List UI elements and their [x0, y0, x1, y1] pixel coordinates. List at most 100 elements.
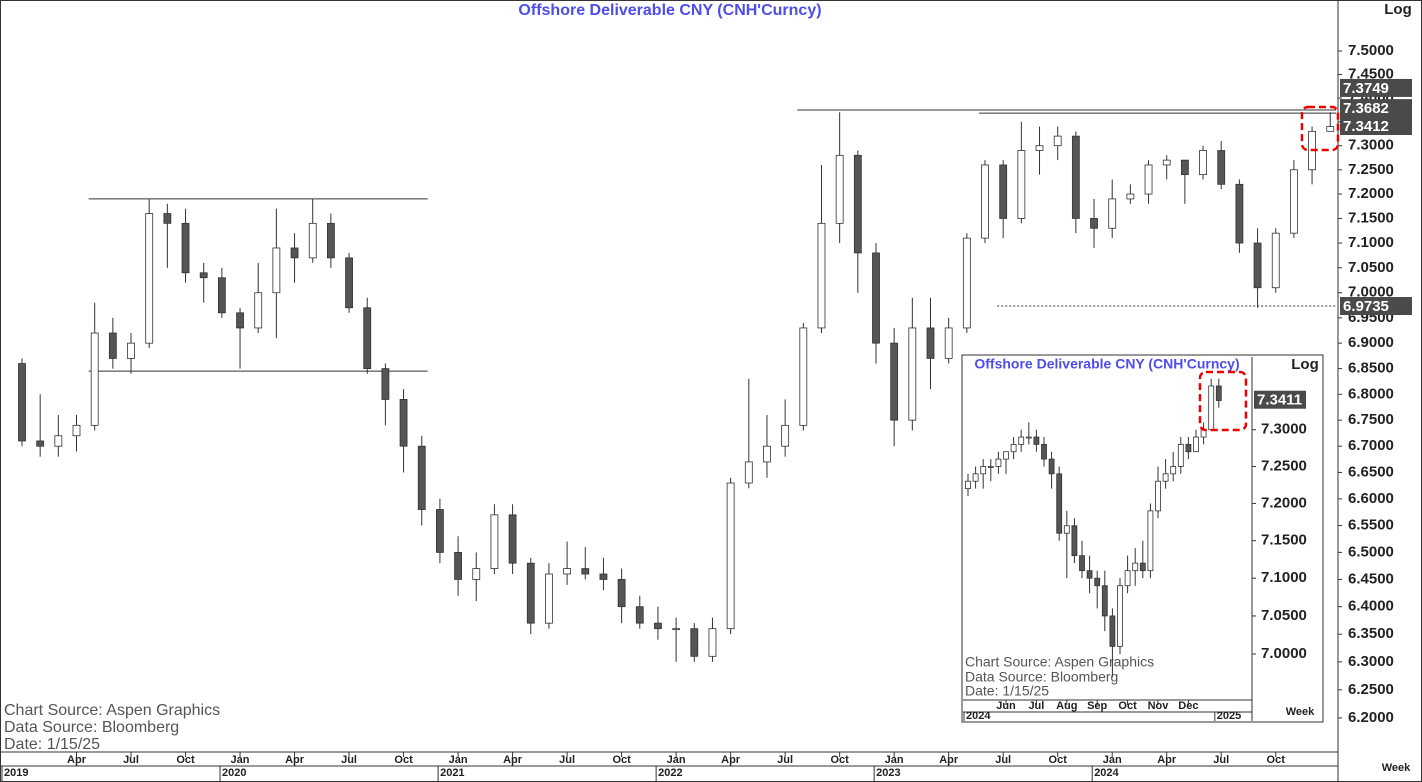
candle-body [1056, 473, 1063, 534]
candle-body [290, 247, 299, 259]
y-tick-label: 7.1000 [1261, 569, 1307, 586]
x-tick-label: Apr [67, 754, 87, 766]
candle-body [972, 473, 979, 482]
y-tick-label: 6.7500 [1348, 411, 1394, 428]
candle-body [381, 368, 390, 400]
candle-body [1025, 436, 1032, 439]
candle-body [853, 154, 862, 254]
y-tick-label: 7.1500 [1261, 532, 1307, 549]
candle-body [1199, 150, 1207, 176]
price-label-box [1340, 297, 1412, 316]
candle-body [399, 399, 408, 447]
y-tick-label: 7.1500 [1348, 209, 1394, 226]
candle-body [563, 568, 571, 575]
y-tick-label: 6.8000 [1348, 385, 1394, 402]
candle-body [254, 292, 263, 329]
candle-body [181, 222, 190, 274]
price-label: 6.9735 [1343, 298, 1389, 315]
candle-body [1079, 555, 1085, 572]
source-note: Chart Source: Aspen Graphics [4, 702, 220, 719]
candle-body [654, 622, 662, 630]
y-tick-label: 6.3000 [1348, 653, 1394, 670]
candle-body [890, 342, 899, 421]
x-tick-label: Jun [996, 700, 1016, 712]
candle-body [1117, 585, 1123, 647]
x-tick-label: Jul [559, 754, 575, 766]
y-tick-label: 6.3500 [1348, 625, 1394, 642]
y-tick-label: 7.5000 [1348, 42, 1394, 59]
x-tick-label: Oct [830, 754, 849, 766]
candle-body [1003, 451, 1009, 460]
x-tick-label: Oct [1049, 754, 1068, 766]
y-tick-label: 6.2500 [1348, 681, 1394, 698]
candle-body [599, 573, 608, 580]
candle-body [18, 363, 26, 442]
y-tick-label: 6.5000 [1348, 543, 1394, 560]
candle-body [1126, 193, 1135, 200]
candle-body [1090, 218, 1098, 229]
y-tick-label: 7.2500 [1348, 161, 1394, 178]
candle-body [1253, 242, 1262, 289]
candle-body [545, 573, 553, 624]
candle-body [581, 568, 590, 575]
candle-body [981, 164, 989, 239]
candle-body [1017, 150, 1026, 219]
candle-body [1177, 443, 1184, 467]
candle-body [326, 222, 335, 259]
candle-body [1208, 385, 1215, 431]
y-tick-label: 6.4000 [1348, 598, 1394, 615]
x-tick-label: Apr [1157, 754, 1177, 766]
candle-body [987, 466, 994, 468]
candle-body [1109, 615, 1116, 647]
candle-body [345, 257, 353, 309]
source-note: Data Source: Bloomberg [4, 719, 179, 736]
candle-body [72, 424, 81, 437]
x-tick-label: Aug [1056, 700, 1077, 712]
y-tick-label: 7.3000 [1348, 137, 1394, 154]
y-tick-label: 6.8500 [1348, 360, 1394, 377]
y-tick-label: 6.6500 [1348, 463, 1394, 480]
y-tick-label: 7.0500 [1348, 259, 1394, 276]
candle-body [1094, 577, 1101, 587]
chart-title: Offshore Deliverable CNY (CNH'Curncy) [518, 2, 821, 19]
y-tick-label: 6.6000 [1348, 490, 1394, 507]
candle-body [908, 327, 917, 421]
candle-body [726, 482, 735, 630]
x-year-label: 2025 [1217, 710, 1241, 722]
y-tick-label: 7.1000 [1348, 234, 1394, 251]
x-year-label: 2020 [222, 767, 246, 779]
x-year-label: 2019 [4, 767, 28, 779]
candle-body [436, 509, 444, 553]
y-tick-label: 6.4500 [1348, 570, 1394, 587]
x-tick-label: Jul [995, 754, 1011, 766]
candle-body [1053, 135, 1062, 147]
candle-body [472, 568, 481, 580]
candle-body [1108, 198, 1117, 229]
x-tick-label: Oct [1118, 700, 1137, 712]
x-year-label: 2022 [658, 767, 682, 779]
candle-body [617, 579, 626, 608]
candle-body [308, 222, 317, 259]
candle-body [1193, 436, 1199, 453]
candle-body [1124, 570, 1131, 587]
y-tick-label: 7.2000 [1261, 494, 1307, 511]
candle-body [417, 445, 426, 510]
y-tick-label: 7.0000 [1348, 284, 1394, 301]
x-year-label: 2024 [1094, 767, 1119, 779]
x-tick-label: Oct [394, 754, 413, 766]
x-tick-label: Dec [1178, 700, 1198, 712]
price-label: 7.3411 [1257, 392, 1302, 409]
candle-body [781, 424, 790, 447]
candle-body [217, 277, 226, 314]
candle-body [1271, 232, 1280, 289]
candle-body [127, 342, 135, 359]
candle-body [1035, 145, 1044, 151]
y-tick-label: 6.2000 [1348, 709, 1394, 726]
candle-body [1326, 126, 1335, 132]
candle-body [1185, 443, 1192, 453]
candle-body [1162, 159, 1171, 166]
price-label-box [1340, 99, 1412, 118]
x-tick-label: Jan [667, 754, 686, 766]
x-tick-label: Jan [1103, 754, 1122, 766]
candle-body [1147, 510, 1154, 572]
